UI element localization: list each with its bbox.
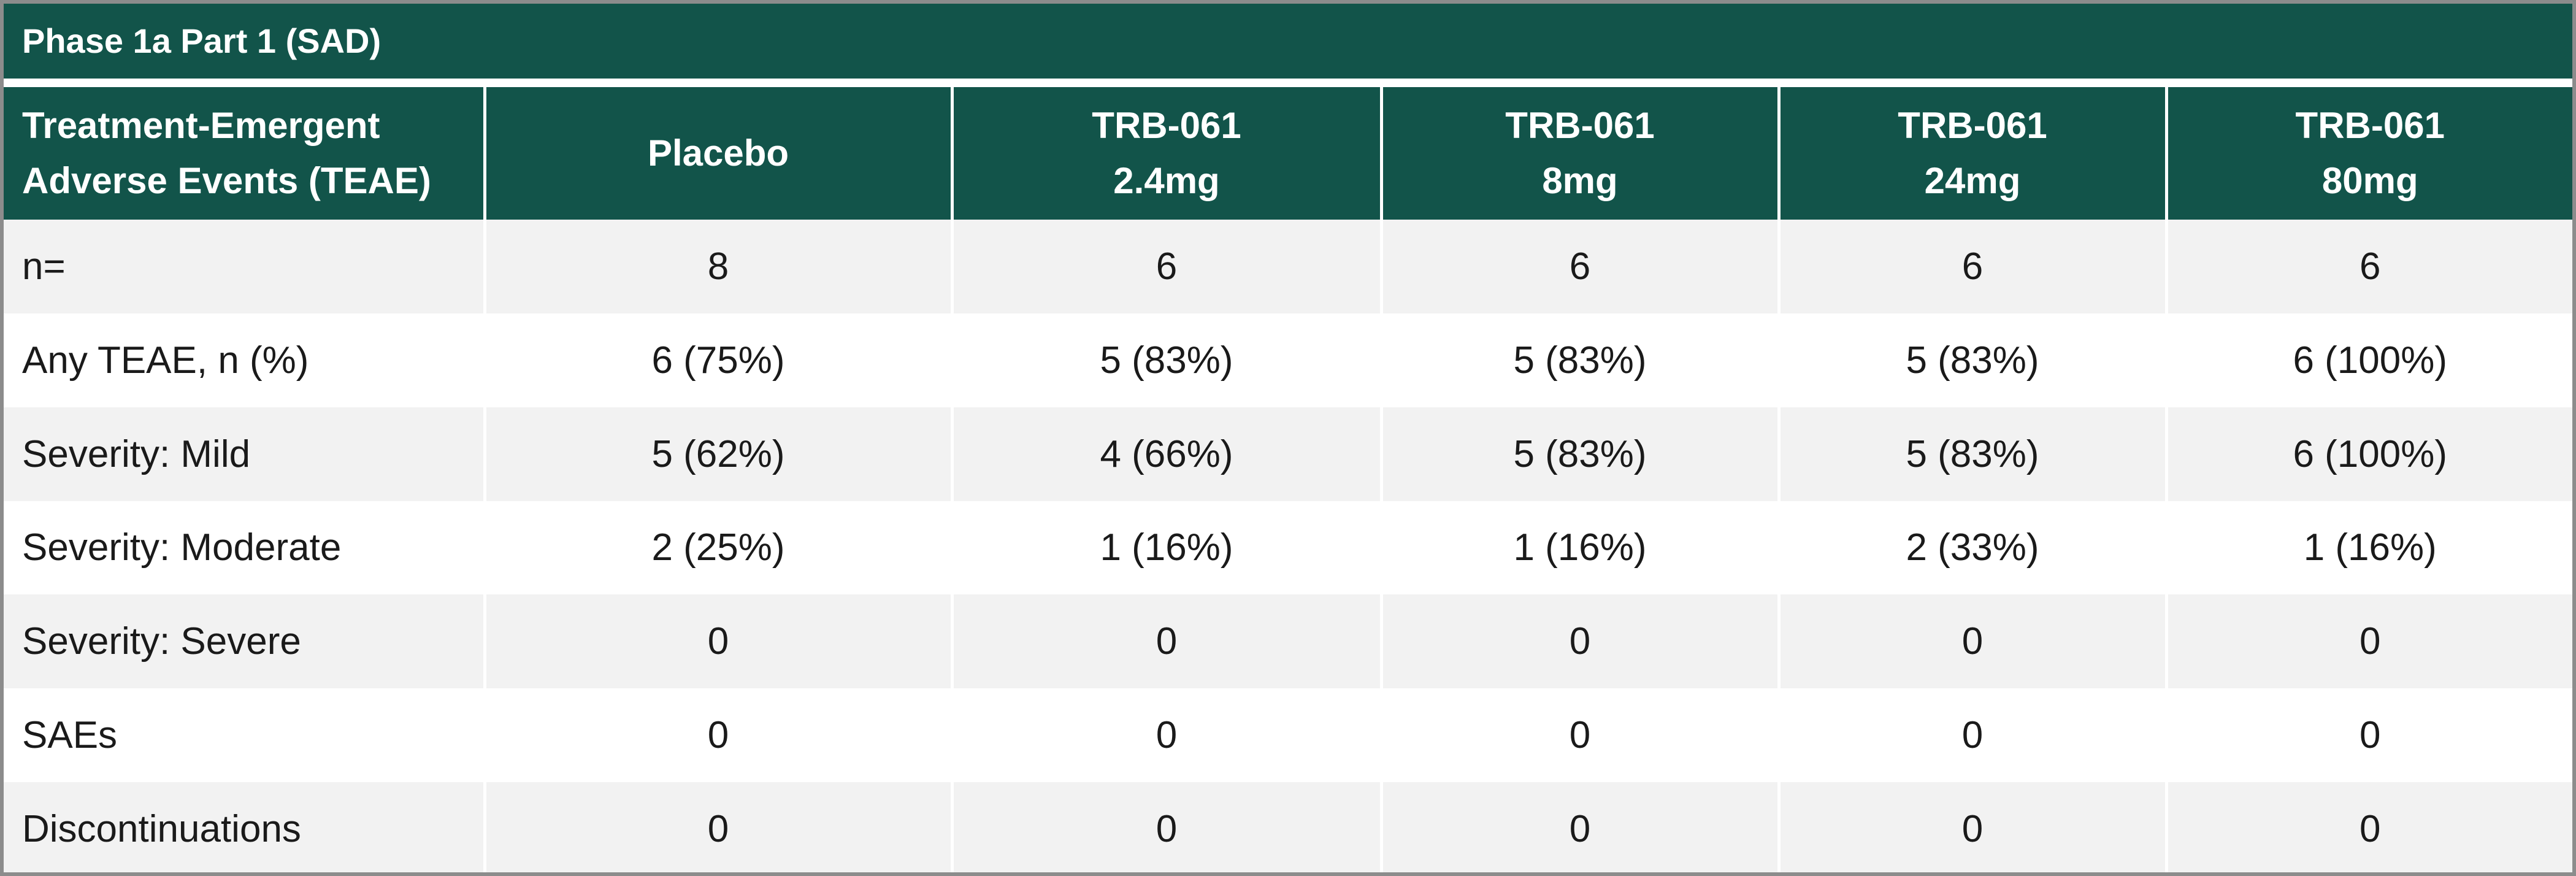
table-cell: 6 (100%) (2166, 313, 2572, 407)
table-row: SAEs 0 0 0 0 0 (4, 688, 2572, 783)
table-cell: 0 (485, 782, 954, 872)
table-cell: 0 (485, 594, 954, 689)
table-cell: 0 (485, 688, 954, 783)
table-cell: 5 (83%) (1779, 313, 2168, 407)
table-cell: 6 (100%) (2166, 407, 2572, 501)
row-label: n= (4, 220, 486, 313)
table-cell: 6 (75%) (485, 313, 954, 407)
table-cell: 6 (2166, 220, 2572, 313)
table-cell: 0 (2166, 782, 2572, 872)
table-cell: 0 (1381, 688, 1781, 783)
table-row: Severity: Severe 0 0 0 0 0 (4, 594, 2572, 689)
table-cell: 6 (952, 220, 1383, 313)
header-line: TRB-061 (1092, 105, 1241, 146)
table-cell: 5 (83%) (1779, 407, 2168, 501)
table-cell: 8 (485, 220, 954, 313)
table-row: Discontinuations 0 0 0 0 0 (4, 782, 2572, 872)
table-cell: 0 (1381, 782, 1781, 872)
table-row: Severity: Moderate 2 (25%) 1 (16%) 1 (16… (4, 501, 2572, 595)
table-cell: 0 (1779, 688, 2168, 783)
table-cell: 4 (66%) (952, 407, 1383, 501)
table-cell: 0 (952, 594, 1383, 689)
header-row-label: Treatment-Emergent Adverse Events (TEAE) (4, 87, 486, 220)
header-line: Placebo (647, 133, 789, 174)
header-line: TRB-061 (2295, 105, 2445, 146)
header-placebo: Placebo (485, 87, 954, 220)
table-cell: 0 (1779, 782, 2168, 872)
row-label: Any TEAE, n (%) (4, 313, 486, 407)
table-cell: 6 (1381, 220, 1781, 313)
table-cell: 5 (62%) (485, 407, 954, 501)
row-label: Discontinuations (4, 782, 486, 872)
table-cell: 5 (83%) (952, 313, 1383, 407)
header-line: 24mg (1924, 160, 2021, 201)
header-trb-061-80mg: TRB-061 80mg (2166, 87, 2572, 220)
header-row: Treatment-Emergent Adverse Events (TEAE)… (4, 87, 2572, 220)
header-trb-061-8mg: TRB-061 8mg (1381, 87, 1781, 220)
table-cell: 0 (1779, 594, 2168, 689)
table-cell: 0 (952, 782, 1383, 872)
table-row: Any TEAE, n (%) 6 (75%) 5 (83%) 5 (83%) … (4, 313, 2572, 407)
table-cell: 1 (16%) (2166, 501, 2572, 595)
header-line: 8mg (1542, 160, 1618, 201)
table-cell: 2 (25%) (485, 501, 954, 595)
table-cell: 1 (16%) (952, 501, 1383, 595)
header-line: 2.4mg (1113, 160, 1220, 201)
table-cell: 2 (33%) (1779, 501, 2168, 595)
table-cell: 0 (2166, 688, 2572, 783)
table-cell: 5 (83%) (1381, 407, 1781, 501)
header-trb-061-2-4mg: TRB-061 2.4mg (952, 87, 1383, 220)
header-line: TRB-061 (1898, 105, 2047, 146)
title-separator (4, 79, 2572, 87)
table-cell: 5 (83%) (1381, 313, 1781, 407)
row-label: Severity: Severe (4, 594, 486, 689)
table-row: n= 8 6 6 6 6 (4, 220, 2572, 313)
header-row-label-line: Treatment-Emergent (22, 105, 380, 146)
table-cell: 0 (952, 688, 1383, 783)
row-label: Severity: Moderate (4, 501, 486, 595)
table-cell: 6 (1779, 220, 2168, 313)
header-trb-061-24mg: TRB-061 24mg (1779, 87, 2168, 220)
header-row-label-line: Adverse Events (TEAE) (22, 160, 431, 201)
table-cell: 0 (2166, 594, 2572, 689)
header-line: TRB-061 (1505, 105, 1655, 146)
teae-table: Treatment-Emergent Adverse Events (TEAE)… (4, 87, 2572, 872)
table-row: Severity: Mild 5 (62%) 4 (66%) 5 (83%) 5… (4, 407, 2572, 501)
table-title: Phase 1a Part 1 (SAD) (4, 4, 2572, 79)
row-label: Severity: Mild (4, 407, 486, 501)
header-line: 80mg (2321, 160, 2418, 201)
row-label: SAEs (4, 688, 486, 783)
table-cell: 0 (1381, 594, 1781, 689)
table-cell: 1 (16%) (1381, 501, 1781, 595)
